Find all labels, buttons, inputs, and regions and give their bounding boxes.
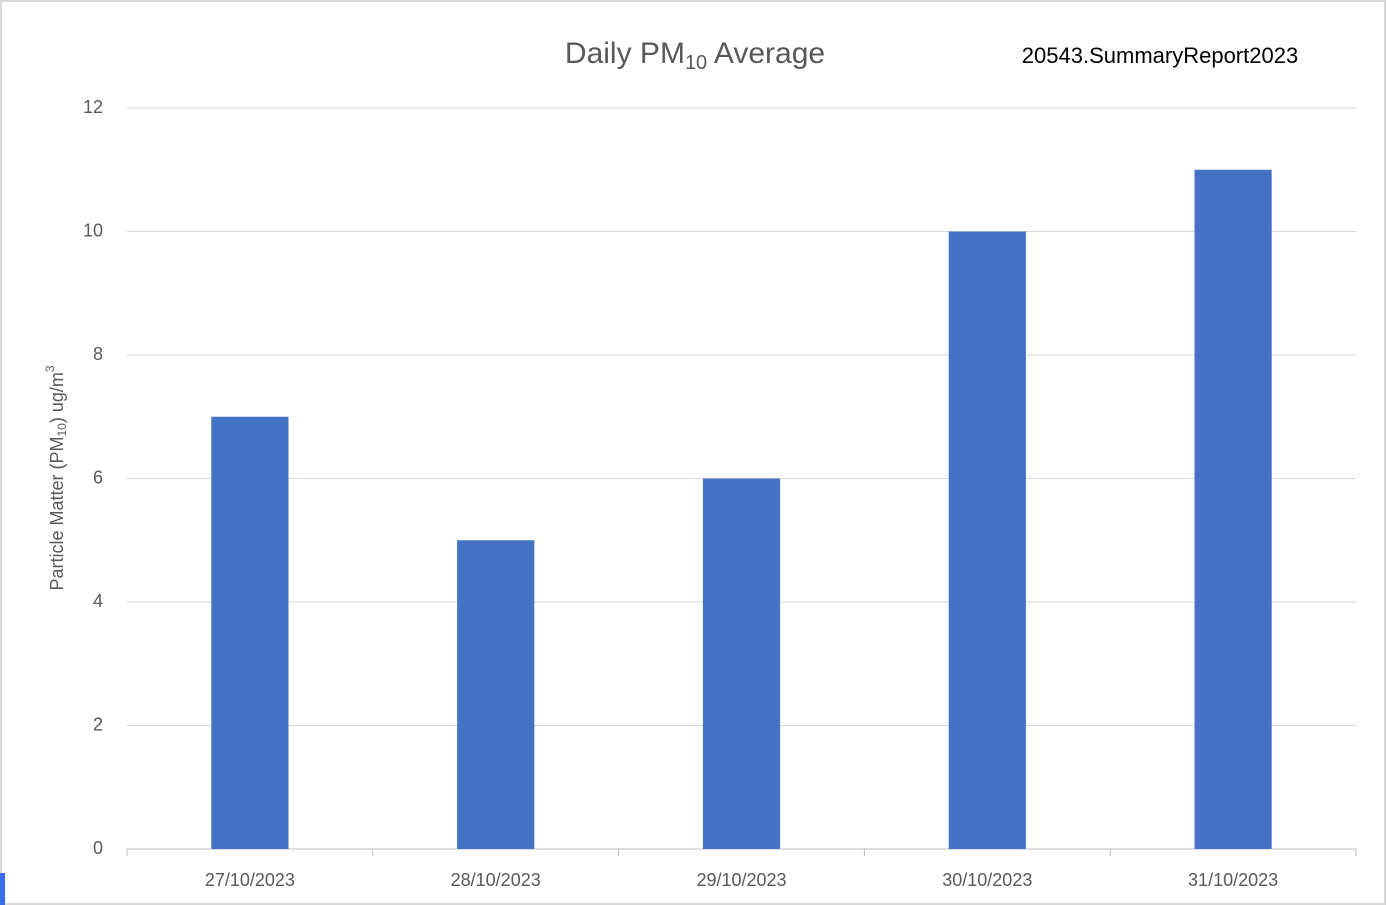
x-tick-label: 27/10/2023 bbox=[205, 870, 295, 890]
title-part: Daily PM bbox=[565, 37, 685, 70]
x-tick-label: 30/10/2023 bbox=[942, 870, 1032, 890]
x-tick-label: 29/10/2023 bbox=[696, 870, 786, 890]
label-part: ) ug/m bbox=[47, 372, 67, 423]
y-tick-label: 6 bbox=[93, 467, 103, 487]
y-axis-label: Particle Matter (PM10) ug/m3 bbox=[43, 365, 69, 590]
y-tick-label: 12 bbox=[83, 97, 103, 117]
y-tick-label: 0 bbox=[93, 838, 103, 858]
edge-marker bbox=[0, 873, 5, 905]
bar bbox=[948, 231, 1026, 849]
bar bbox=[457, 540, 535, 849]
bar bbox=[1194, 169, 1272, 849]
y-tick-label: 8 bbox=[93, 344, 103, 364]
label-sup: 3 bbox=[43, 365, 57, 372]
x-tick-label: 31/10/2023 bbox=[1188, 870, 1278, 890]
x-tick-label: 28/10/2023 bbox=[451, 870, 541, 890]
chart-title: Daily PM10 Average bbox=[565, 37, 825, 74]
annotation: 20543.SummaryReport2023 bbox=[1022, 43, 1298, 68]
y-tick-label: 10 bbox=[83, 220, 103, 240]
y-tick-label: 2 bbox=[93, 714, 103, 734]
label-part: Particle Matter (PM bbox=[47, 437, 67, 591]
bar bbox=[211, 416, 289, 849]
label-sub: 10 bbox=[55, 423, 69, 437]
y-tick-label: 4 bbox=[93, 591, 103, 611]
title-part: Average bbox=[707, 37, 825, 70]
bar bbox=[702, 478, 781, 849]
title-sub: 10 bbox=[685, 52, 707, 74]
